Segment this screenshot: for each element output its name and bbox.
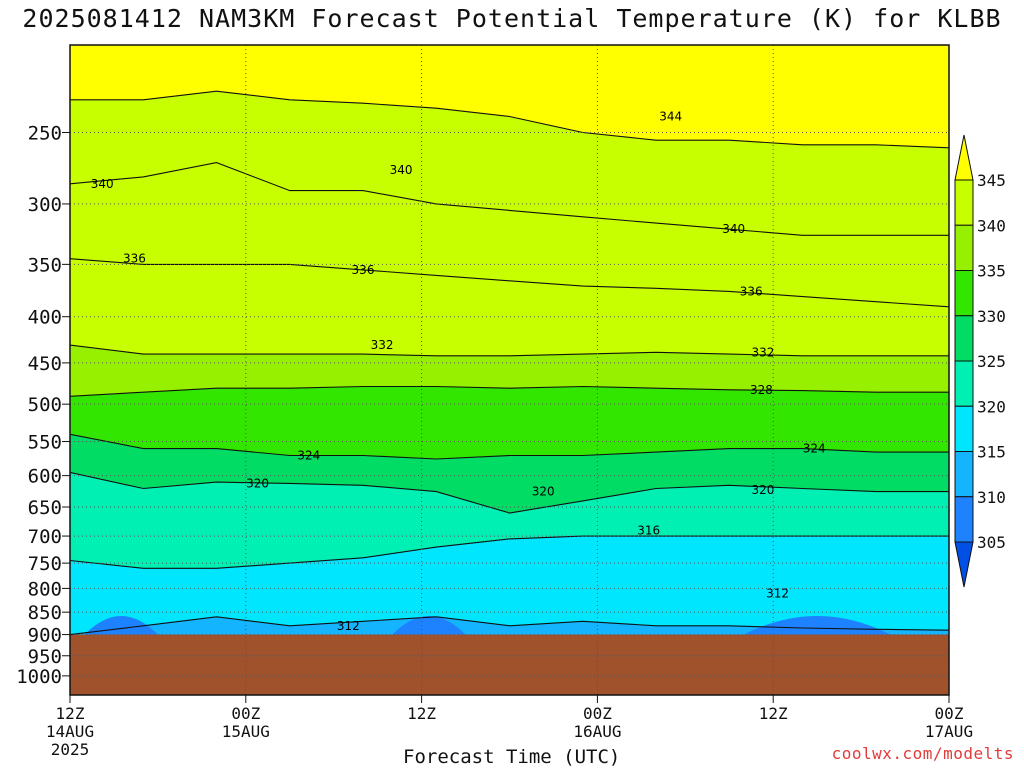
contour-label: 336 <box>123 252 146 266</box>
fill-band-3 <box>70 434 949 513</box>
contour-336 <box>70 258 949 308</box>
dotted-grid <box>70 45 949 695</box>
x-tick-date: 15AUG <box>222 722 270 741</box>
ground-fill <box>70 634 949 695</box>
colorbar-top-arrow <box>954 134 974 181</box>
colorbar-label: 340 <box>977 216 1006 235</box>
cold-pocket-1 <box>392 616 466 635</box>
colorbar-box <box>954 315 974 362</box>
colorbar-label: 315 <box>977 443 1006 462</box>
contour-label: 336 <box>740 284 763 298</box>
plot-frame <box>69 44 950 696</box>
colorbar-label: 305 <box>977 533 1006 552</box>
x-tick-label: 12Z <box>407 704 436 723</box>
colorbar-box <box>954 405 974 452</box>
colorbar-label: 310 <box>977 488 1006 507</box>
shaded-fills <box>70 45 949 695</box>
y-tick-label: 500 <box>28 394 62 416</box>
contour-324 <box>70 433 949 460</box>
y-tick-label: 300 <box>28 194 62 216</box>
contour-312 <box>70 616 949 636</box>
fill-band-8 <box>70 45 949 148</box>
x-tick-label: 12Z <box>759 704 788 723</box>
fill-band-4 <box>70 386 949 459</box>
colorbar-bottom-arrow <box>954 541 974 588</box>
ground-below-surface <box>70 634 949 695</box>
colorbar-box <box>954 270 974 317</box>
y-tick-label: 600 <box>28 466 62 488</box>
colorbar-label: 330 <box>977 307 1006 326</box>
colorbar-box <box>954 179 974 226</box>
contour-label: 320 <box>532 485 555 499</box>
contour-lines <box>70 90 949 636</box>
contour-label: 332 <box>371 338 394 352</box>
contour-344 <box>70 90 949 149</box>
colorbar-label: 320 <box>977 397 1006 416</box>
contour-label: 316 <box>637 523 660 537</box>
fill-band-6 <box>70 258 949 356</box>
y-tick-label: 750 <box>28 553 62 575</box>
contour-label: 336 <box>352 263 375 277</box>
x-tick-label: 00Z <box>231 704 260 723</box>
colorbar-label: 345 <box>977 171 1006 190</box>
contour-label: 324 <box>803 442 826 456</box>
contour-label: 312 <box>766 586 789 600</box>
contour-320 <box>70 471 949 514</box>
y-tick-label: 650 <box>28 497 62 519</box>
contour-label: 332 <box>751 345 774 359</box>
fill-band-2 <box>70 472 949 569</box>
colorbar-box <box>954 496 974 543</box>
x-tick-year: 2025 <box>51 740 90 759</box>
y-tick-label: 1000 <box>16 666 62 688</box>
x-axis-title: Forecast Time (UTC) <box>403 746 621 768</box>
fill-band-7 <box>70 91 949 307</box>
colorbar-label: 335 <box>977 262 1006 281</box>
fill-band-5 <box>70 345 949 397</box>
x-tick-date: 14AUG <box>46 722 94 741</box>
pressure-axis: 2503003504004505005506006507007508008509… <box>16 122 70 688</box>
contour-labels: 340 340 344 336 336 340 336 332 332 328 324 324 320 3… <box>91 109 826 632</box>
contour-label: 328 <box>750 383 773 397</box>
x-tick-label: 12Z <box>56 704 85 723</box>
colorbar-box <box>954 360 974 407</box>
y-tick-label: 800 <box>28 578 62 600</box>
y-tick-label: 350 <box>28 254 62 276</box>
fill-band-1 <box>70 536 949 635</box>
credit-text: coolwx.com/modelts <box>831 744 1014 763</box>
colorbar-box <box>954 451 974 498</box>
y-tick-label: 850 <box>28 602 62 624</box>
x-tick-date: 16AUG <box>573 722 621 741</box>
contour-332 <box>70 344 949 357</box>
y-tick-label: 950 <box>28 646 62 668</box>
x-tick-label: 00Z <box>583 704 612 723</box>
contour-label: 340 <box>91 177 114 191</box>
cold-pocket-3 <box>743 616 891 635</box>
y-tick-label: 400 <box>28 307 62 329</box>
contour-label: 324 <box>297 449 320 463</box>
contour-label: 320 <box>751 483 774 497</box>
contour-label: 340 <box>390 163 413 177</box>
colorbar-box <box>954 224 974 271</box>
y-tick-label: 550 <box>28 432 62 454</box>
contour-label: 320 <box>246 476 269 490</box>
cold-pocket-0 <box>84 616 158 635</box>
colorbar: 305 310 315 320 325 330 335 340 345 <box>954 134 1006 588</box>
y-tick-label: 450 <box>28 353 62 375</box>
y-tick-label: 900 <box>28 625 62 647</box>
y-tick-label: 700 <box>28 526 62 548</box>
contour-label: 340 <box>722 222 745 236</box>
y-tick-label: 250 <box>28 122 62 144</box>
colorbar-label: 325 <box>977 352 1006 371</box>
contour-328 <box>70 385 949 397</box>
contour-label: 344 <box>659 109 682 123</box>
x-tick-label: 00Z <box>935 704 964 723</box>
contour-340 <box>70 162 949 236</box>
x-tick-date: 17AUG <box>925 722 973 741</box>
chart-title: 2025081412 NAM3KM Forecast Potential Tem… <box>22 4 1002 33</box>
contour-label: 312 <box>337 619 360 633</box>
